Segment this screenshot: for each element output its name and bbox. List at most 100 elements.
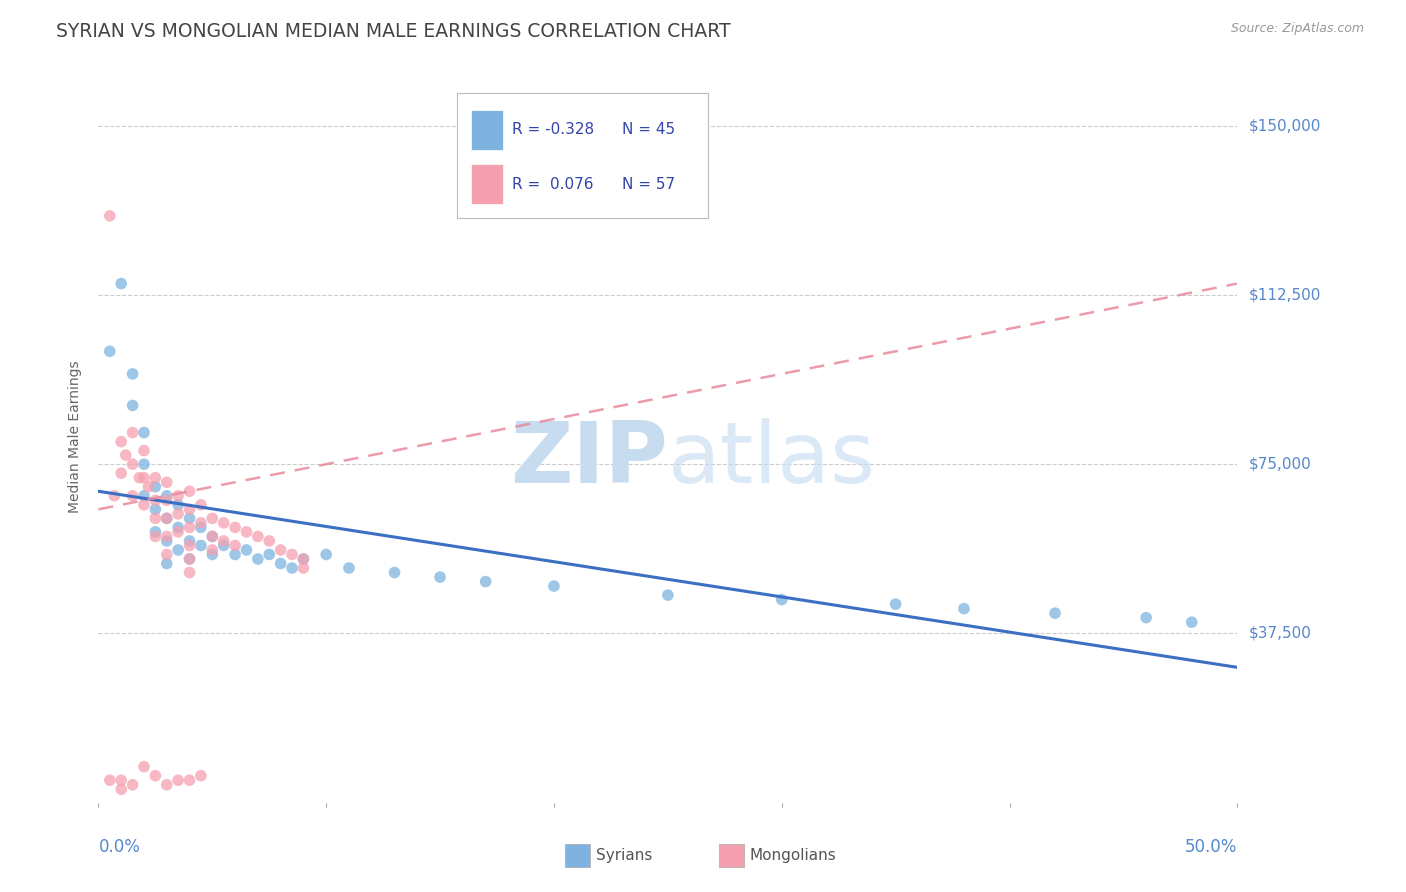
Point [167,489,190,503]
Point [270,557,292,571]
Point [121,457,143,471]
Text: ZIP: ZIP [510,417,668,500]
Point [259,533,281,548]
Point [953,601,976,615]
Point [167,520,190,534]
Point [156,493,179,508]
Point [543,579,565,593]
Point [132,498,155,512]
Point [201,529,224,543]
Point [145,493,167,508]
Point [110,782,132,797]
Point [121,489,143,503]
Text: R = -0.328: R = -0.328 [512,122,593,137]
Point [121,399,143,413]
Point [179,773,201,788]
Point [156,475,179,490]
Point [1043,606,1066,620]
Point [884,597,907,611]
Point [132,489,155,503]
Point [110,277,132,291]
Point [132,443,155,458]
Point [145,502,167,516]
Point [384,566,406,580]
Point [212,533,235,548]
Point [114,448,136,462]
Point [270,543,292,558]
Point [190,520,212,534]
Point [212,516,235,530]
Point [128,471,150,485]
Point [167,543,190,558]
Point [98,773,121,788]
Point [212,538,235,552]
Text: N = 57: N = 57 [623,178,675,193]
Point [224,538,246,552]
Point [1181,615,1204,630]
Point [190,516,212,530]
Point [246,552,269,566]
Point [167,507,190,521]
Point [132,471,155,485]
Text: atlas: atlas [668,417,876,500]
Point [132,457,155,471]
Point [259,548,281,562]
Point [145,471,167,485]
Text: $150,000: $150,000 [1249,118,1320,133]
Point [98,209,121,223]
Point [292,552,315,566]
Point [179,520,201,534]
Point [167,498,190,512]
Point [156,548,179,562]
Text: Mongolians: Mongolians [749,848,837,863]
Point [292,552,315,566]
FancyBboxPatch shape [565,844,591,867]
Point [235,524,257,539]
Point [201,511,224,525]
FancyBboxPatch shape [457,94,707,218]
Point [179,566,201,580]
Text: N = 45: N = 45 [623,122,675,137]
Point [167,773,190,788]
Point [201,543,224,558]
Point [179,511,201,525]
Point [145,524,167,539]
Point [138,480,160,494]
FancyBboxPatch shape [718,844,744,867]
Point [156,533,179,548]
Point [281,561,304,575]
Point [110,466,132,480]
Point [121,367,143,381]
Point [145,511,167,525]
Point [167,524,190,539]
Point [292,561,315,575]
Point [132,760,155,774]
Point [179,552,201,566]
Point [190,769,212,783]
Point [201,529,224,543]
Point [246,529,269,543]
Point [145,769,167,783]
Text: Syrians: Syrians [596,848,652,863]
Text: $75,000: $75,000 [1249,457,1312,472]
Point [179,533,201,548]
Text: R =  0.076: R = 0.076 [512,178,593,193]
Point [474,574,496,589]
Text: $112,500: $112,500 [1249,287,1320,302]
Text: $37,500: $37,500 [1249,626,1312,641]
Point [337,561,360,575]
Point [315,548,337,562]
Point [190,498,212,512]
Point [179,552,201,566]
Point [281,548,304,562]
Point [657,588,679,602]
Point [224,548,246,562]
Point [179,484,201,499]
Point [156,557,179,571]
Y-axis label: Median Male Earnings: Median Male Earnings [69,360,83,514]
Point [770,592,793,607]
Point [224,520,246,534]
FancyBboxPatch shape [471,110,503,151]
Point [121,425,143,440]
Point [145,529,167,543]
